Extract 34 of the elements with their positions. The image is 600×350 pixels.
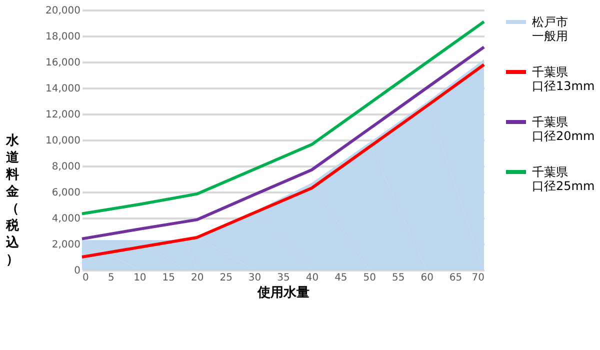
- x-tick-label: 40: [306, 272, 319, 284]
- x-tick-label: 55: [392, 272, 405, 284]
- x-tick-label: 25: [220, 272, 232, 284]
- y-tick-label: 10,000: [46, 136, 80, 146]
- x-tick-label: 60: [420, 272, 434, 284]
- y-tick-label: 4,000: [52, 214, 80, 224]
- x-tick-label: 45: [334, 272, 348, 284]
- legend-label: 千葉県口径20mm: [532, 115, 595, 143]
- legend-label: 千葉県口径13mm: [532, 65, 595, 93]
- y-tick-label: 2,000: [52, 240, 80, 250]
- y-tick-label: 18,000: [46, 32, 80, 42]
- x-tick-label: 70: [472, 272, 484, 284]
- x-tick-label: 30: [248, 272, 262, 284]
- y-tick-label: 20,000: [46, 6, 80, 16]
- x-tick-label: 5: [108, 272, 114, 284]
- x-axis-title: 使用水量: [256, 286, 310, 300]
- y-tick-label: 14,000: [46, 84, 80, 94]
- x-tick-label: 35: [277, 272, 290, 284]
- y-tick-label: 0: [74, 266, 80, 276]
- x-tick-label: 50: [363, 272, 376, 284]
- legend-label: 千葉県口径25mm: [532, 165, 595, 193]
- legend-label: 松戸市一般用: [532, 15, 568, 43]
- y-tick-label: 16,000: [46, 58, 80, 68]
- line-series: [80, 46, 486, 240]
- x-tick-label: 20: [190, 272, 204, 284]
- x-tick-label: 0: [82, 272, 89, 284]
- x-tick-label: 65: [449, 272, 462, 284]
- y-axis-title: 水道料金（税込）: [5, 134, 20, 268]
- y-tick-label: 8,000: [52, 162, 80, 172]
- y-tick-label: 12,000: [46, 110, 80, 120]
- line-series: [80, 20, 486, 216]
- x-tick-label: 15: [162, 272, 176, 284]
- y-tick-label: 6,000: [52, 188, 80, 198]
- x-tick-label: 10: [134, 272, 146, 284]
